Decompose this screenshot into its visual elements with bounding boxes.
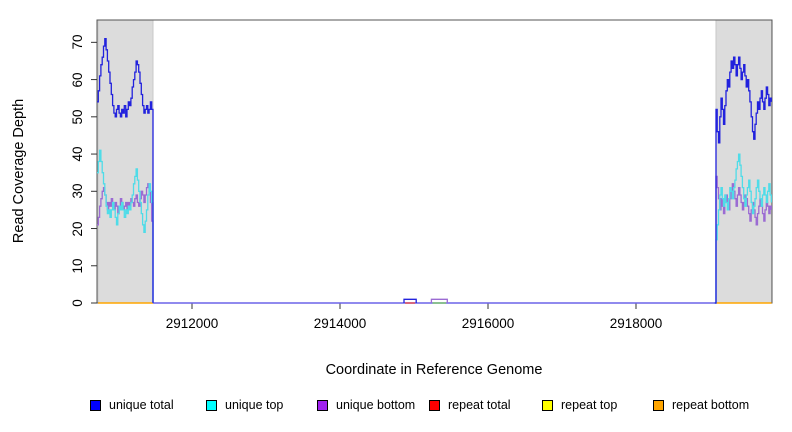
- y-tick-label: 20: [70, 221, 85, 237]
- legend-label: repeat total: [448, 398, 511, 412]
- y-tick-label: 50: [70, 109, 85, 125]
- legend-label: repeat bottom: [672, 398, 750, 412]
- y-axis-title: Read Coverage Depth: [11, 98, 27, 244]
- legend-item-repeat-bottom: repeat bottom: [653, 398, 749, 412]
- legend-label: repeat top: [561, 398, 618, 412]
- series-unique-total: [714, 56, 772, 304]
- plot-box: [96, 19, 773, 304]
- legend-item-repeat-total: repeat total: [429, 398, 511, 412]
- x-tick-label: 2912000: [165, 316, 219, 331]
- legend-swatch-repeat-top: [542, 399, 553, 411]
- legend-item-unique-top: unique top: [206, 398, 283, 412]
- y-tick-label: 60: [70, 72, 85, 88]
- y-tick-label: 10: [70, 258, 85, 274]
- legend-label: unique top: [225, 398, 284, 412]
- x-tick-label: 2918000: [609, 316, 663, 331]
- series-unique-bottom: [430, 298, 448, 303]
- series-unique-total: [97, 37, 154, 303]
- legend-swatch-unique-bottom: [317, 399, 328, 411]
- left-repeat-region: [97, 19, 154, 304]
- legend-label: unique total: [109, 398, 174, 412]
- y-tick-label: 40: [70, 146, 85, 162]
- legend-item-unique-total: unique total: [90, 398, 174, 412]
- y-tick-label: 70: [70, 34, 85, 50]
- legend-item-unique-bottom: unique bottom: [317, 398, 415, 412]
- legend-swatch-repeat-bottom: [653, 399, 664, 411]
- right-repeat-region: [715, 19, 773, 304]
- y-tick-label: 0: [70, 299, 85, 307]
- series-unique-top: [97, 149, 154, 303]
- series-unique-top: [714, 153, 772, 304]
- legend-swatch-unique-total: [90, 399, 101, 411]
- series-unique-total: [403, 298, 417, 303]
- legend-label: unique bottom: [336, 398, 416, 412]
- y-tick-label: 30: [70, 183, 85, 199]
- x-axis-title: Coordinate in Reference Genome: [325, 362, 543, 378]
- legend-item-repeat-top: repeat top: [542, 398, 617, 412]
- x-tick-label: 2914000: [313, 316, 367, 331]
- x-tick-label: 2916000: [461, 316, 515, 331]
- legend-swatch-repeat-total: [429, 399, 440, 411]
- legend-swatch-unique-top: [206, 399, 217, 411]
